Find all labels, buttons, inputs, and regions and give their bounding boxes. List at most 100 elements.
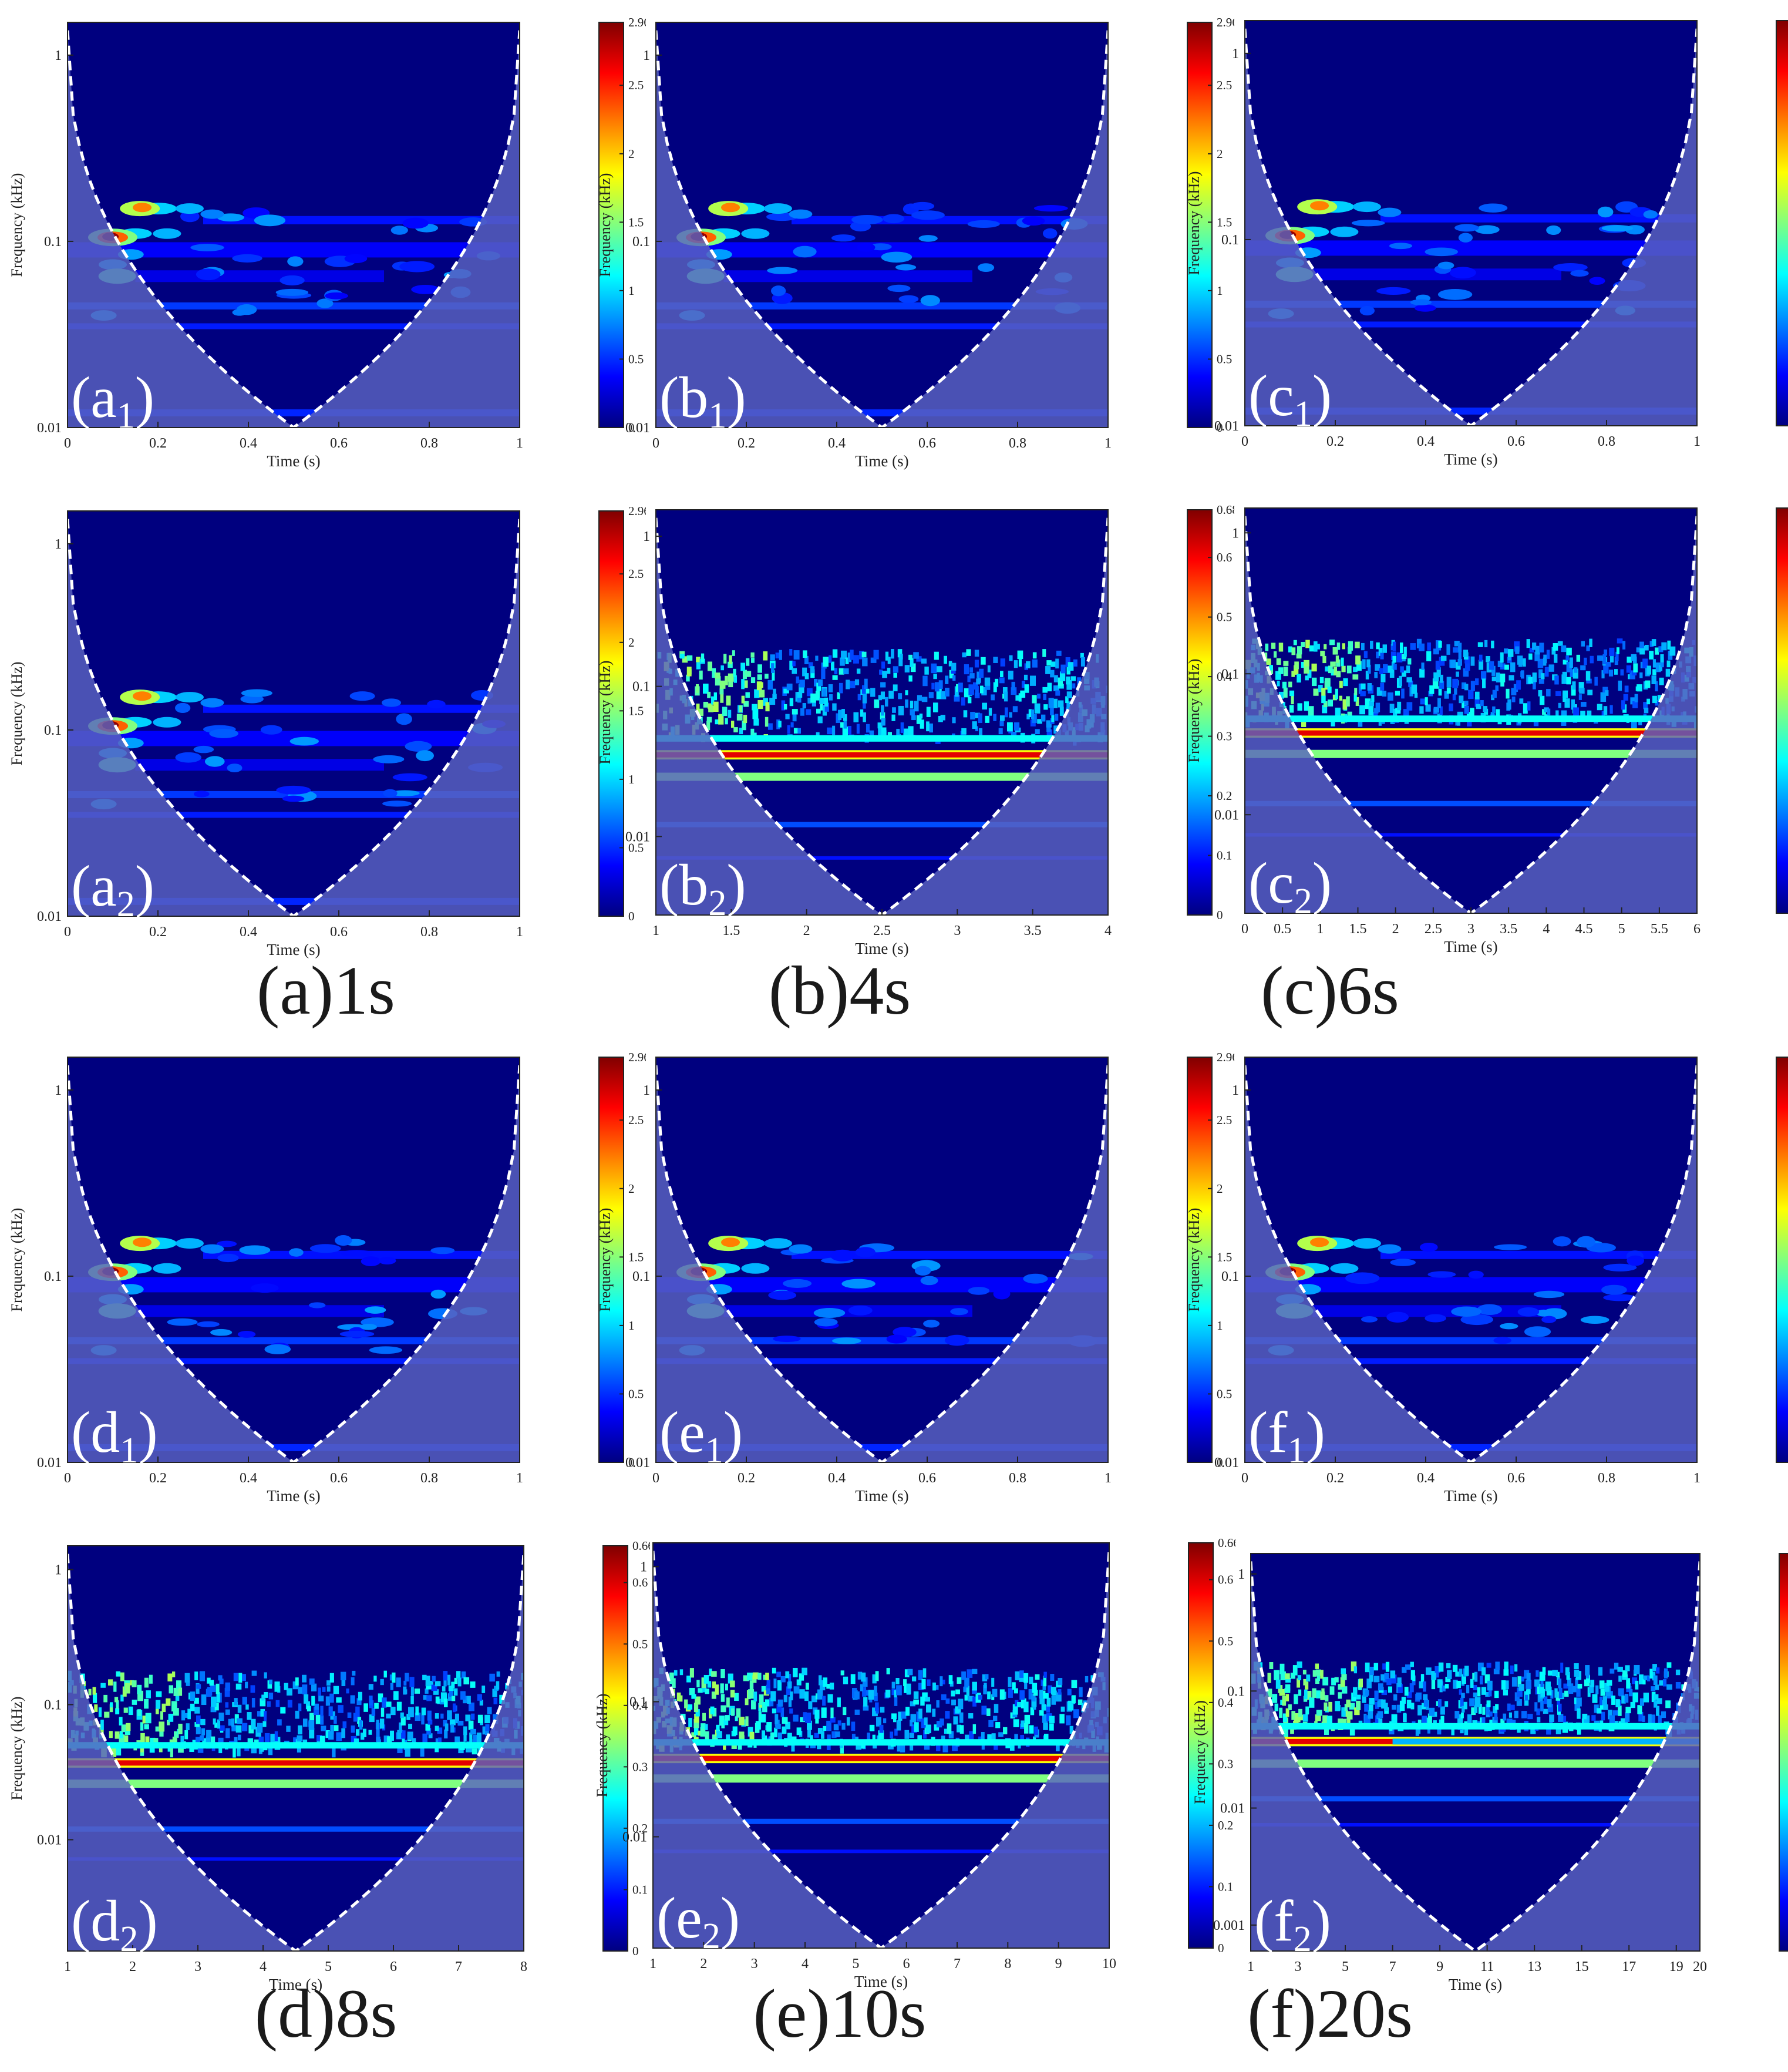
caption-b: (b)4s [768,952,911,1029]
energy-cell [1474,697,1480,707]
energy-cell [874,1693,878,1701]
energy-cell [723,1720,729,1725]
energy-blob [944,1334,969,1346]
energy-cell [1374,1690,1379,1701]
x-tick-label: 5.5 [1651,921,1668,937]
energy-cell [261,1694,265,1701]
x-tick-label: 6 [903,1956,910,1972]
energy-cell [1362,1695,1366,1703]
energy-cell [1456,671,1459,677]
energy-cell [869,730,874,740]
energy-cell [313,1706,319,1716]
energy-cell [1384,1673,1389,1680]
energy-cell [1043,1671,1047,1678]
energy-cell [712,1734,718,1740]
energy-cell [758,1711,762,1721]
energy-cell [1368,705,1374,716]
energy-cell [315,1714,322,1724]
energy-cell [916,715,922,724]
colorbar-tick-label: 1 [1217,1318,1223,1333]
energy-cell [1453,1680,1458,1689]
energy-cell [206,1736,211,1743]
energy-cell [1464,1727,1469,1735]
energy-cell [1433,648,1439,655]
energy-cell [1341,1674,1347,1680]
energy-cell [180,1735,184,1744]
energy-cell [885,1690,891,1698]
energy-cell [873,1743,877,1749]
energy-blob [217,1253,239,1263]
energy-cell [711,1691,716,1699]
energy-cell [1636,647,1642,652]
energy-cell [274,1681,280,1692]
energy-cell [1272,1694,1278,1703]
x-axis-label: Time (s) [1449,1976,1502,1993]
x-tick-label: 1 [652,923,659,939]
energy-cell [1437,1699,1442,1708]
energy-cell [920,719,924,729]
energy-cell [1294,665,1299,675]
energy-cell [913,701,919,712]
energy-cell [1058,684,1064,689]
energy-cell [1538,669,1543,679]
x-tick-label: 0.4 [1417,1471,1435,1486]
x-tick-label: 1 [649,1956,656,1972]
energy-cell [1654,1700,1658,1708]
energy-cell [813,679,818,687]
heatmap-plot-area [656,22,1108,428]
energy-cell [978,1694,982,1700]
energy-cell [1018,693,1022,702]
energy-cell [1544,667,1549,677]
energy-cell [1070,676,1076,681]
x-tick-label: 7 [455,1959,462,1975]
energy-cell [1625,1712,1630,1722]
energy-cell [199,1671,206,1681]
energy-cell [772,1667,776,1674]
energy-cell [1020,690,1026,698]
energy-cell [1481,1717,1486,1725]
energy-cell [228,1718,233,1726]
energy-cell [94,1704,98,1712]
energy-cell [1322,1677,1329,1686]
energy-cell [1452,1664,1458,1672]
energy-cell [1425,1667,1432,1675]
energy-cell [1403,709,1409,718]
energy-cell [1393,1694,1398,1701]
energy-cell [1050,1687,1056,1695]
energy-cell [981,687,987,696]
energy-cell [696,657,701,662]
energy-cell [1573,668,1578,679]
energy-cell [977,678,981,683]
energy-cell [741,695,745,704]
energy-cell [453,1688,458,1696]
energy-cell [1558,1714,1564,1722]
energy-cell [807,698,812,704]
energy-cell [1336,643,1341,650]
energy-cell [186,1723,190,1730]
energy-cell [1515,646,1520,654]
energy-cell [140,1722,144,1731]
y-axis-label: Frequency (kHz) [1186,659,1203,763]
energy-cell [682,656,688,663]
energy-cell [1438,1662,1444,1672]
energy-cell [382,1697,387,1708]
energy-cell [1041,714,1046,722]
energy-cell [425,1676,430,1687]
colorbar-tick-label: 2.5 [1217,1113,1232,1127]
x-tick-label: 17 [1622,1959,1636,1975]
energy-cell [757,1673,762,1680]
energy-cell [893,1717,897,1723]
energy-cell [1511,1677,1517,1687]
energy-cell [1288,646,1292,652]
energy-blob [1493,1337,1511,1344]
energy-cell [1624,1694,1629,1703]
energy-cell [776,719,780,729]
energy-cell [1324,1702,1328,1711]
energy-cell [1486,1704,1490,1715]
energy-blob [918,235,938,242]
colorbar [602,1545,628,1952]
energy-blob [910,201,935,210]
energy-cell [1462,1674,1466,1684]
energy-cell [1055,690,1060,696]
